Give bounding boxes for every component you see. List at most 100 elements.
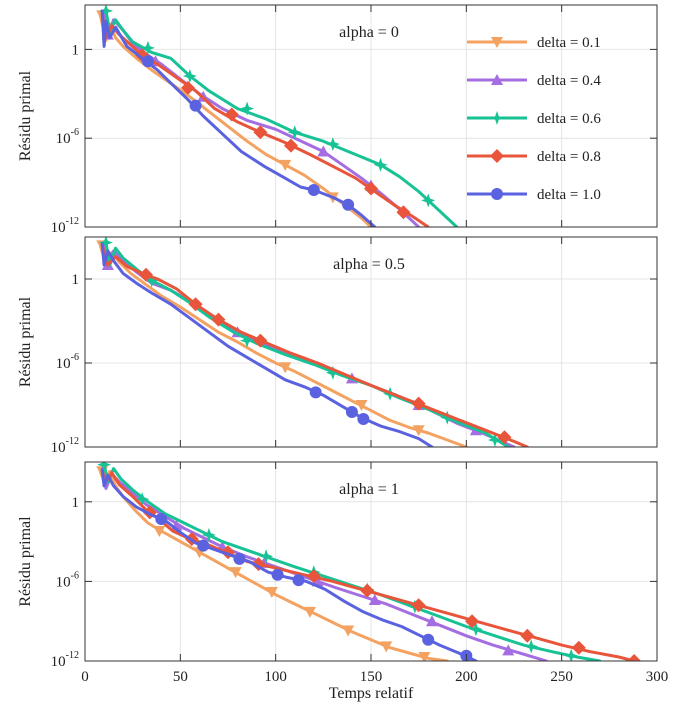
y-tick-label: 1 (72, 42, 80, 58)
series-4 (100, 468, 478, 661)
data-point (283, 138, 298, 153)
legend-marker (491, 188, 503, 200)
x-tick-label: 150 (360, 669, 383, 685)
y-axis-label: Résidu primal (17, 516, 34, 607)
series-line-4 (100, 468, 478, 661)
data-point (97, 462, 112, 472)
plot-area (96, 462, 642, 661)
data-point (360, 583, 375, 598)
data-point (279, 159, 292, 171)
data-point (342, 625, 355, 637)
legend-label: delta = 0.1 (537, 35, 601, 51)
data-point (153, 525, 166, 537)
data-point (233, 552, 246, 565)
y-axis-label: Résidu primal (17, 70, 34, 161)
legend-item: delta = 0.6 (467, 111, 601, 127)
series-3 (100, 243, 529, 447)
data-point (229, 567, 242, 579)
data-point (279, 362, 292, 374)
data-point (139, 267, 154, 282)
legend-marker (490, 149, 504, 163)
legend-label: delta = 0.4 (537, 73, 601, 89)
grid (85, 5, 657, 227)
data-point (197, 539, 210, 552)
x-tick-label: 0 (81, 669, 89, 685)
data-point (426, 615, 439, 627)
data-point (317, 145, 330, 157)
data-point (418, 652, 431, 661)
data-point (396, 205, 411, 220)
data-point (182, 69, 197, 83)
data-point (287, 125, 302, 140)
legend-label: delta = 0.8 (537, 149, 601, 165)
data-point (468, 622, 483, 637)
data-point (564, 648, 579, 661)
grid (85, 237, 657, 447)
data-point (571, 640, 586, 655)
data-point (140, 40, 155, 55)
data-point (325, 365, 340, 380)
plot-area (96, 5, 459, 227)
data-point (342, 198, 355, 211)
data-point (309, 386, 322, 399)
data-point (188, 297, 203, 312)
x-tick-label: 200 (455, 669, 478, 685)
legend-marker (491, 37, 503, 48)
panel-alpha-0-5: 1 10-6 10-12 Résidu primal alpha = 0.5 (17, 236, 658, 456)
data-point (502, 644, 515, 656)
series-4 (100, 242, 434, 447)
series-3 (100, 13, 430, 227)
data-point (307, 184, 320, 196)
data-point (180, 80, 195, 95)
series-0 (96, 240, 468, 447)
data-point (306, 569, 321, 584)
panel-title: alpha = 1 (339, 481, 399, 498)
legend-label: delta = 1.0 (537, 187, 601, 203)
data-point (520, 628, 535, 643)
data-point (465, 614, 480, 629)
legend-marker (490, 111, 504, 125)
y-axis-label: Résidu primal (17, 296, 34, 387)
x-tick-label: 100 (264, 669, 287, 685)
legend-item: delta = 0.4 (467, 73, 601, 89)
panel-title: alpha = 0.5 (333, 256, 405, 273)
series-4 (100, 9, 377, 227)
series-line-0 (98, 13, 373, 227)
data-point (355, 400, 368, 411)
data-point (364, 181, 378, 196)
series-line-4 (100, 242, 434, 447)
data-point (240, 333, 255, 348)
data-point (253, 125, 268, 140)
data-point (99, 5, 113, 18)
legend-marker (491, 74, 503, 85)
series-line-2 (104, 9, 459, 227)
data-point (135, 492, 150, 507)
series-line-2 (102, 463, 602, 661)
x-tick-label: 250 (550, 669, 573, 685)
y-tick-label: 10-6 (56, 570, 79, 590)
data-point (224, 107, 239, 122)
y-tick-label: 10-12 (51, 216, 79, 236)
data-point (189, 99, 202, 112)
data-point (368, 593, 381, 605)
y-tick-label: 10-12 (51, 650, 79, 670)
data-point (422, 633, 435, 646)
data-point (325, 137, 340, 152)
data-point (303, 606, 316, 618)
data-point (345, 406, 358, 418)
series-line-0 (98, 243, 468, 447)
x-tick-label: 300 (646, 669, 669, 685)
data-point (155, 513, 168, 526)
data-point (144, 273, 159, 288)
data-point (99, 237, 113, 250)
data-point (524, 639, 539, 654)
series-line-3 (100, 469, 636, 661)
panel-title: alpha = 0 (339, 24, 399, 41)
data-point (373, 157, 388, 172)
data-point (497, 430, 512, 445)
data-point (265, 587, 278, 599)
legend-label: delta = 0.6 (537, 111, 601, 127)
series-line-3 (100, 243, 529, 447)
grid (85, 462, 657, 661)
